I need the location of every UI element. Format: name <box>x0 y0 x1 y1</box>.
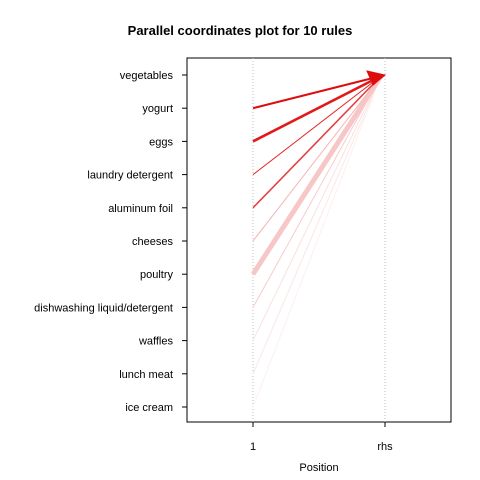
y-tick-label: waffles <box>138 336 174 348</box>
rule-line <box>252 75 382 175</box>
rule-line <box>250 74 384 276</box>
y-tick-label: ice cream <box>125 402 173 414</box>
y-tick-label: eggs <box>149 136 173 148</box>
arrowhead-shape <box>366 70 387 86</box>
rule-line <box>252 74 382 143</box>
y-tick-label: aluminum foil <box>108 203 173 215</box>
y-tick-label: poultry <box>140 269 174 281</box>
rule-lines <box>250 74 384 408</box>
y-axis: vegetables yogurt eggs laundry detergent alu… <box>34 70 187 414</box>
plot-frame <box>186 57 452 423</box>
y-tick-label: cheeses <box>132 236 173 248</box>
y-tick-label: laundry detergent <box>87 170 173 182</box>
x-tick-label: rhs <box>377 441 393 453</box>
rule-line <box>252 75 382 308</box>
chart-title: Parallel coordinates plot for 10 rules <box>128 23 353 38</box>
x-axis-label: Position <box>299 462 338 474</box>
y-tick-label: yogurt <box>142 103 173 115</box>
y-tick-label: vegetables <box>120 70 174 82</box>
grid-lines <box>252 58 386 422</box>
x-axis: 1 rhs <box>250 422 393 453</box>
rule-line <box>252 75 382 408</box>
arrowhead <box>366 70 387 86</box>
rule-line <box>252 75 382 110</box>
y-tick-label: lunch meat <box>119 369 173 381</box>
rule-line <box>252 75 382 374</box>
x-tick-label: 1 <box>250 441 256 453</box>
rule-line <box>252 75 382 341</box>
rule-line <box>252 75 382 209</box>
rule-line <box>252 75 382 242</box>
y-tick-label: dishwashing liquid/detergent <box>34 302 173 314</box>
